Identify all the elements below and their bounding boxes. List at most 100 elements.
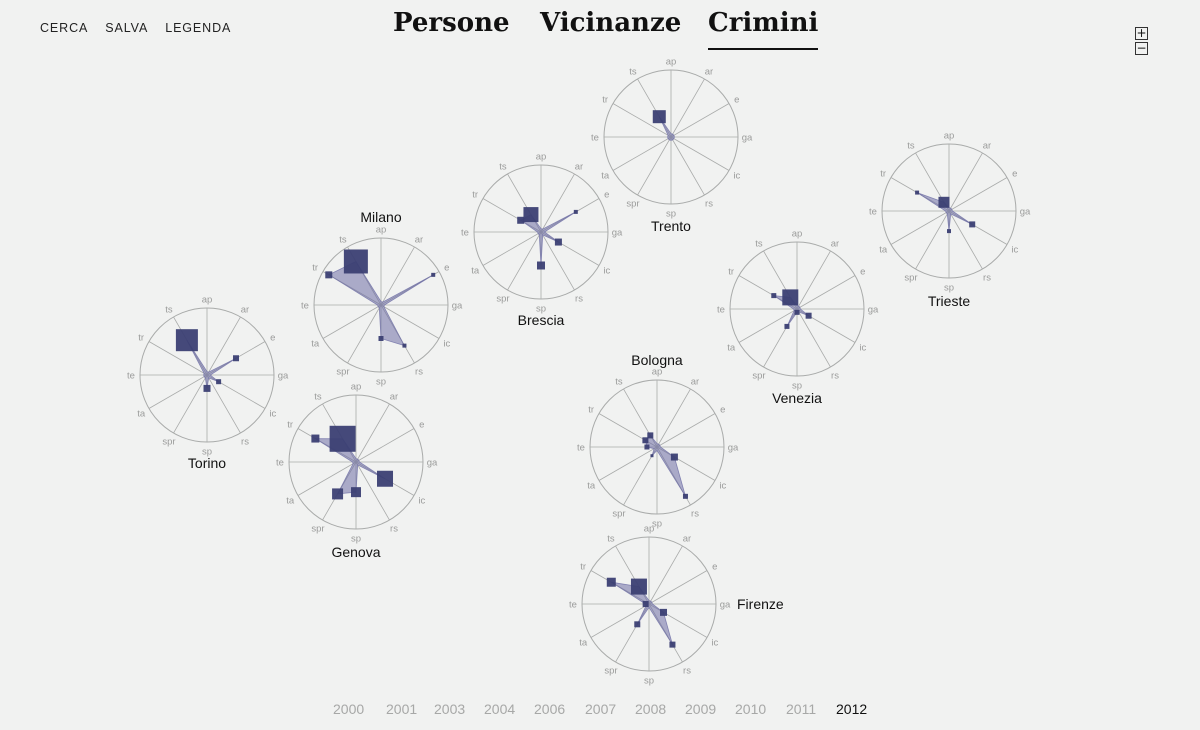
axis-label-ta: ta — [311, 339, 320, 350]
radar-torino: ap ar e ga ic rs sp spr ta te tr ts Torino — [127, 295, 289, 472]
axis-label-spr: spr — [496, 293, 509, 304]
axis-label-ar: ar — [683, 534, 691, 545]
data-point-rs — [669, 641, 676, 648]
tab-persone[interactable]: Persone — [393, 8, 510, 38]
data-point-spr — [650, 454, 654, 458]
data-point-spr — [332, 488, 344, 500]
save-link[interactable]: SALVA — [105, 21, 149, 35]
radar-spoke — [612, 103, 672, 138]
axis-label-ar: ar — [415, 235, 423, 246]
radar-spoke — [948, 152, 983, 212]
radar-spoke — [915, 210, 950, 270]
year-2006[interactable]: 2006 — [534, 701, 566, 717]
axis-label-rs: rs — [691, 508, 699, 519]
radar-spoke — [347, 304, 382, 364]
axis-label-ic: ic — [711, 638, 718, 649]
year-2012[interactable]: 2012 — [836, 701, 868, 717]
tab-vicinanze[interactable]: Vicinanze — [540, 8, 682, 38]
radar-spoke — [670, 136, 730, 171]
axis-label-rs: rs — [983, 272, 991, 283]
radar-spoke — [355, 428, 415, 463]
radar-milano: ap ar e ga ic rs sp spr ta te tr ts Milano — [301, 209, 463, 388]
axis-label-ar: ar — [390, 392, 398, 403]
axis-label-tr: tr — [312, 263, 318, 274]
axis-label-ap: ap — [944, 131, 955, 142]
year-2008[interactable]: 2008 — [635, 701, 667, 717]
data-point-sp — [947, 229, 951, 234]
axis-label-ga: ga — [742, 133, 753, 144]
data-point-ts — [652, 110, 666, 124]
zoom-controls: + − — [1135, 27, 1148, 55]
axis-label-sp: sp — [944, 283, 954, 294]
axis-label-ts: ts — [339, 235, 347, 246]
radar-spoke — [148, 341, 208, 376]
data-point-e — [431, 272, 436, 277]
data-point-rs — [682, 493, 688, 499]
data-point-tr — [517, 216, 525, 224]
year-2003[interactable]: 2003 — [434, 701, 466, 717]
axis-label-sp: sp — [644, 676, 654, 687]
axis-label-spr: spr — [162, 436, 175, 447]
year-2004[interactable]: 2004 — [484, 701, 516, 717]
axis-label-ic: ic — [719, 481, 726, 492]
radar-bologna: ap ar e ga ic rs sp spr ta te tr ts Bologna — [577, 352, 739, 530]
radar-spoke — [648, 570, 708, 605]
radar-spoke — [482, 231, 542, 266]
axis-label-ga: ga — [612, 228, 623, 239]
tab-crimini[interactable]: Crimini — [708, 8, 819, 50]
axis-label-ap: ap — [351, 382, 362, 393]
axis-label-ta: ta — [601, 171, 610, 182]
axis-label-ar: ar — [831, 239, 839, 250]
radar-spoke — [380, 246, 415, 306]
axis-label-ts: ts — [755, 239, 763, 250]
axis-label-spr: spr — [311, 523, 324, 534]
year-2000[interactable]: 2000 — [333, 701, 365, 717]
axis-label-ts: ts — [615, 377, 623, 388]
year-2010[interactable]: 2010 — [735, 701, 767, 717]
year-2007[interactable]: 2007 — [585, 701, 617, 717]
axis-label-e: e — [419, 420, 424, 431]
axis-label-e: e — [604, 190, 609, 201]
search-link[interactable]: CERCA — [40, 21, 89, 35]
axis-label-tr: tr — [588, 405, 594, 416]
year-2001[interactable]: 2001 — [386, 701, 418, 717]
axis-label-rs: rs — [415, 366, 423, 377]
radar-trieste: ap ar e ga ic rs sp spr ta te tr ts Trieste — [869, 131, 1031, 310]
axis-label-te: te — [276, 458, 284, 469]
data-point-sp — [537, 261, 545, 270]
zoom-in-icon[interactable]: + — [1135, 26, 1148, 40]
radar-spoke — [648, 545, 683, 605]
zoom-out-icon[interactable]: − — [1135, 41, 1148, 55]
city-label-genova: Genova — [331, 544, 380, 560]
year-2011[interactable]: 2011 — [786, 701, 817, 717]
data-point-ts — [329, 425, 356, 452]
data-point-te — [642, 601, 649, 607]
top-menu: CERCA SALVA LEGENDA — [40, 21, 231, 35]
radar-spoke — [507, 231, 542, 291]
axis-label-ap: ap — [376, 225, 387, 236]
axis-label-tr: tr — [287, 420, 293, 431]
axis-label-ar: ar — [575, 162, 583, 173]
axis-label-ic: ic — [859, 343, 866, 354]
axis-label-e: e — [270, 333, 275, 344]
data-point-ts — [647, 432, 654, 439]
legend-link[interactable]: LEGENDA — [165, 21, 232, 35]
radar-spoke — [948, 210, 983, 270]
radar-spoke — [590, 603, 650, 638]
radar-spoke — [637, 136, 672, 196]
year-2009[interactable]: 2009 — [685, 701, 717, 717]
axis-label-sp: sp — [652, 519, 662, 530]
axis-label-ga: ga — [868, 305, 879, 316]
data-point-ts — [343, 249, 368, 274]
radar-spoke — [670, 78, 705, 138]
axis-label-rs: rs — [831, 370, 839, 381]
axis-label-sp: sp — [536, 304, 546, 315]
axis-label-ts: ts — [165, 305, 173, 316]
axis-label-e: e — [444, 263, 449, 274]
axis-label-sp: sp — [792, 381, 802, 392]
radar-spoke — [148, 374, 208, 409]
axis-label-te: te — [301, 301, 309, 312]
data-point-ts — [782, 289, 799, 306]
axis-label-sp: sp — [351, 534, 361, 545]
axis-label-rs: rs — [390, 523, 398, 534]
